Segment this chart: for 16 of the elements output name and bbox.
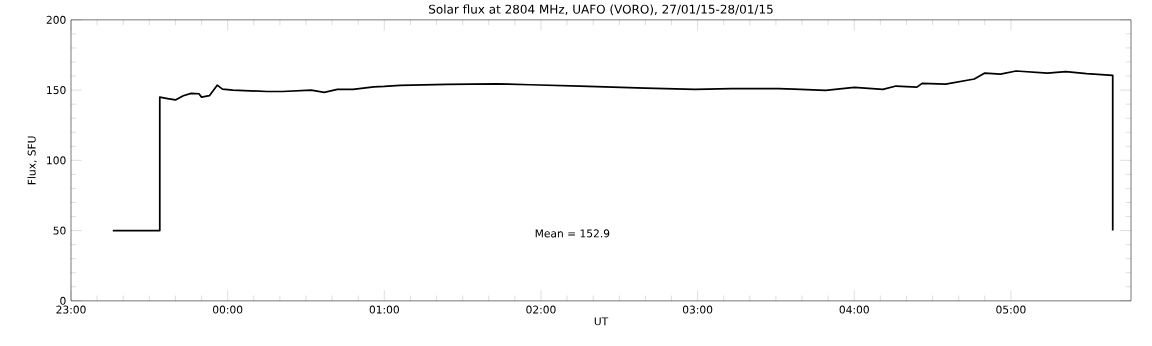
x-tick-label: 01:00: [369, 305, 399, 314]
y-tick-label: 200: [46, 15, 66, 24]
chart-title: Solar flux at 2804 MHz, UAFO (VORO), 27/01/15-28/01/15: [429, 4, 773, 16]
x-tick-label: 02:00: [526, 305, 556, 314]
y-tick-label: 100: [47, 156, 66, 165]
x-tick-label: 00:00: [213, 305, 243, 314]
y-tick-label: 150: [47, 86, 66, 95]
x-tick-label: 23:00: [56, 305, 86, 314]
x-axis-title: UT: [594, 317, 609, 326]
annotation: Mean = 152.9: [535, 229, 610, 238]
y-axis-title: Flux, SFU: [27, 136, 37, 185]
y-tick-label: 0: [60, 296, 66, 305]
x-tick-label: 03:00: [682, 305, 713, 314]
x-tick-label: 05:00: [996, 305, 1026, 314]
y-tick-label: 50: [53, 226, 66, 235]
x-tick-label: 04:00: [839, 305, 869, 314]
